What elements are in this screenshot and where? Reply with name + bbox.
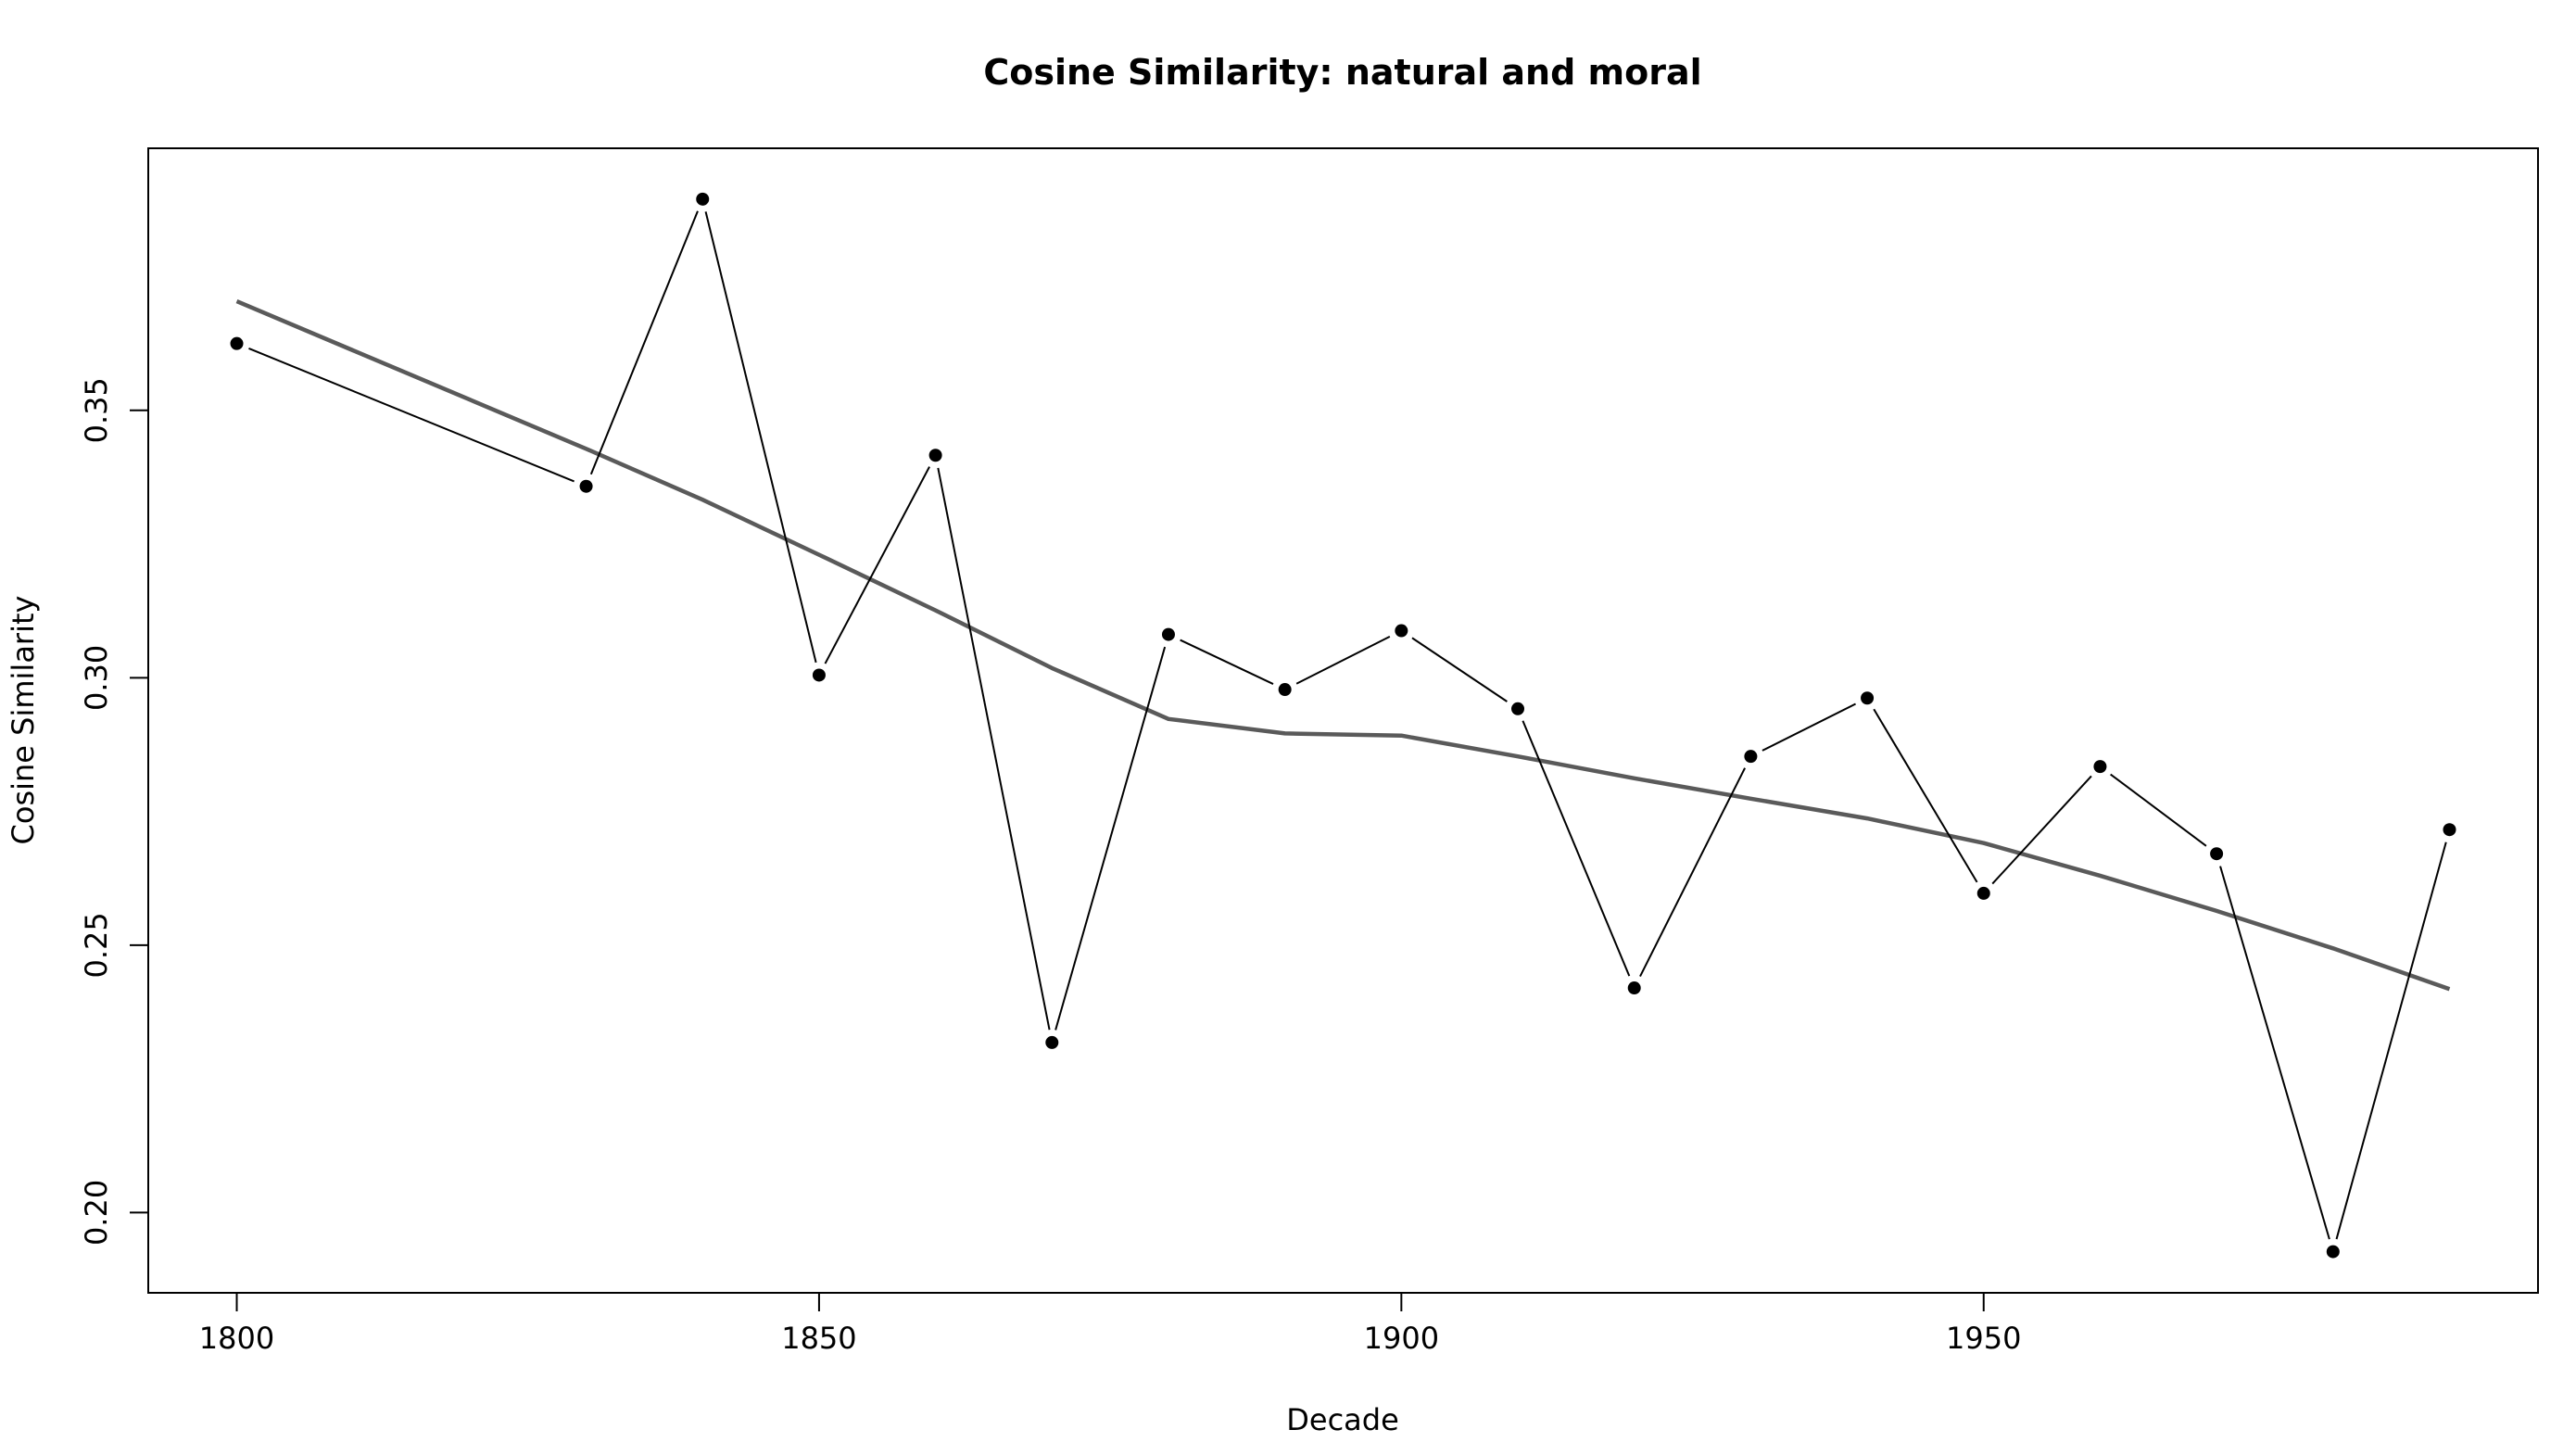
data-points-layer xyxy=(230,192,2456,1259)
data-point xyxy=(1161,627,1175,641)
data-line-segment xyxy=(704,211,817,664)
x-tick-label: 1850 xyxy=(781,1321,856,1356)
data-line-segment xyxy=(2110,773,2207,847)
data-point xyxy=(1278,683,1292,697)
data-point xyxy=(1395,624,1408,638)
data-line-segment xyxy=(2219,866,2330,1240)
data-line-segment xyxy=(1991,775,2092,885)
data-line-segment xyxy=(2335,841,2447,1240)
data-point xyxy=(1976,886,1990,900)
y-tick-label: 0.35 xyxy=(79,377,114,443)
x-tick-label: 1900 xyxy=(1364,1321,1439,1356)
data-point xyxy=(812,668,826,682)
x-tick-label: 1800 xyxy=(199,1321,274,1356)
x-tick-label: 1950 xyxy=(1946,1321,2021,1356)
smoothed-trend-line xyxy=(235,299,2451,992)
chart-title: Cosine Similarity: natural and moral xyxy=(983,52,1701,93)
data-line-segment xyxy=(248,348,575,483)
data-line-segment xyxy=(1873,708,1978,883)
x-axis-label: Decade xyxy=(1286,1402,1399,1437)
y-tick-label: 0.20 xyxy=(79,1180,114,1246)
data-line-layer xyxy=(248,210,2447,1240)
y-tick-label: 0.25 xyxy=(79,912,114,978)
data-point xyxy=(1045,1035,1059,1049)
data-line-segment xyxy=(1295,635,1391,685)
data-line-segment xyxy=(1762,702,1856,752)
data-point xyxy=(2443,823,2456,837)
data-line-segment xyxy=(1180,639,1274,685)
data-point xyxy=(2326,1245,2340,1259)
data-line-segment xyxy=(1522,720,1631,977)
data-point xyxy=(2093,760,2107,774)
y-axis: 0.20 0.25 0.30 0.35 xyxy=(79,377,149,1246)
data-line-segment xyxy=(1639,767,1746,977)
data-point xyxy=(1744,750,1758,764)
data-line-segment xyxy=(937,467,1051,1031)
y-axis-label: Cosine Similarity xyxy=(6,596,41,845)
data-point xyxy=(1627,981,1641,995)
data-line-segment xyxy=(589,210,699,475)
y-tick-label: 0.30 xyxy=(79,645,114,711)
data-line-segment xyxy=(1054,646,1167,1031)
smoothed-trend-layer xyxy=(235,299,2451,992)
data-point xyxy=(579,479,593,493)
data-point xyxy=(230,336,244,350)
data-point xyxy=(1861,691,1875,705)
x-axis: 1800 1850 1900 1950 xyxy=(199,1292,2021,1356)
data-point xyxy=(2210,847,2224,861)
data-point xyxy=(696,192,710,206)
data-point xyxy=(1511,702,1525,715)
data-line-segment xyxy=(1411,637,1508,702)
data-point xyxy=(928,449,942,462)
data-line-segment xyxy=(824,466,930,664)
